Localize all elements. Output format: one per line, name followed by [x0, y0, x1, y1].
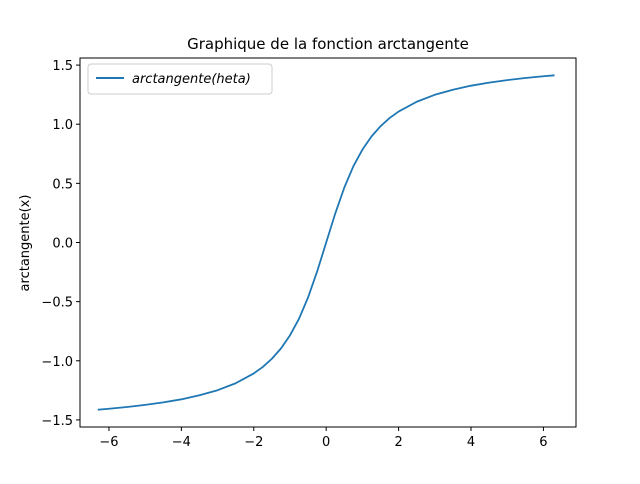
y-tick-label: 0.0: [52, 237, 73, 252]
y-tick-label: −1.0: [41, 355, 73, 370]
x-tick-label: −6: [99, 435, 118, 450]
x-tick-label: 2: [394, 435, 402, 450]
series-line-0: [97, 74, 555, 411]
chart-title: Graphique de la fonction arctangente: [187, 35, 469, 53]
x-tick-label: −4: [172, 435, 191, 450]
x-tick-label: 0: [322, 435, 330, 450]
x-tick-label: 6: [539, 435, 547, 450]
legend: arctangente(heta): [87, 63, 273, 95]
plot-area: −6 −4 −2 0 2 4 6 −1.5 −1.0 −0.5 0.0 0.5 1.0 1.5: [41, 57, 577, 450]
y-tick-label: −0.5: [41, 296, 73, 311]
y-tick-label: −1.5: [41, 414, 73, 429]
y-axis-label: arctangente(x): [18, 195, 33, 292]
y-tick-label: 1.5: [52, 59, 73, 74]
y-tick-label: 0.5: [52, 177, 73, 192]
x-tick-label: −2: [244, 435, 263, 450]
y-tick-label: 1.0: [52, 118, 73, 133]
x-tick-label: 4: [467, 435, 475, 450]
legend-box: [87, 63, 273, 95]
legend-label: arctangente(heta): [132, 72, 251, 87]
